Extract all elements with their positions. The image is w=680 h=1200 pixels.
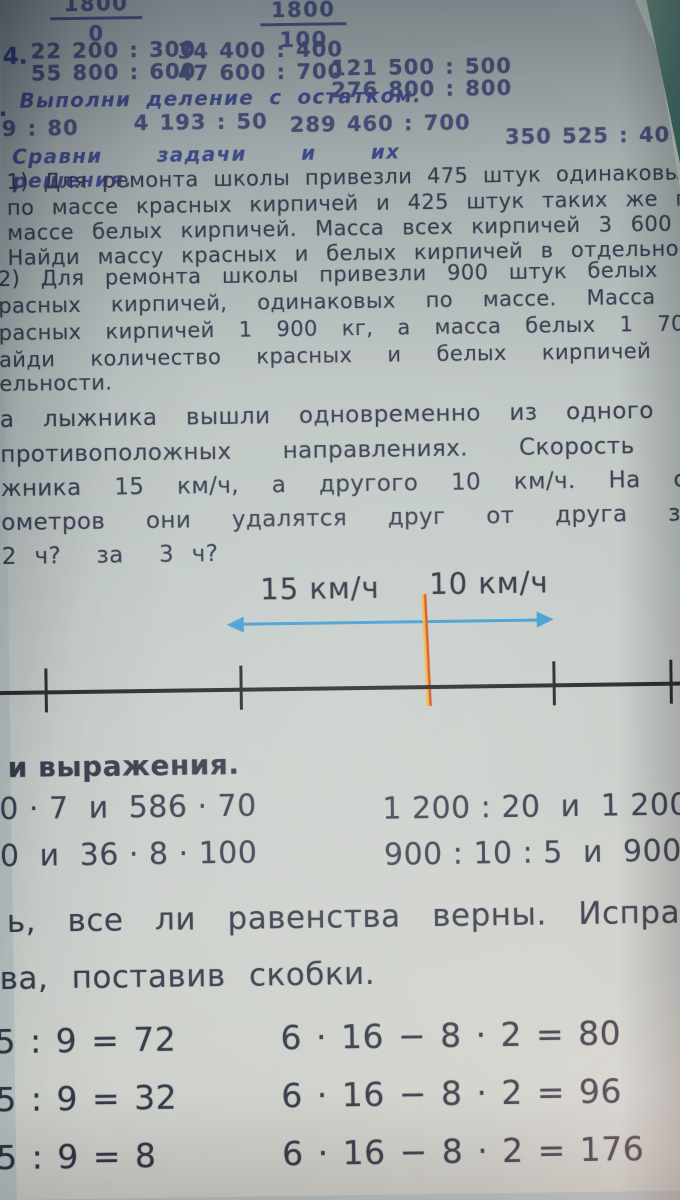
expression-pair: 900 : 10 : 5 и 900 — [383, 833, 680, 873]
number-line — [0, 681, 680, 695]
page-corner-background — [632, 0, 680, 190]
division-problem: 55 800 : 600 — [30, 59, 197, 86]
expressions-heading: и выражения. — [7, 747, 240, 784]
arrow-left-head — [226, 616, 244, 633]
number-line-tick — [44, 668, 49, 713]
speed-arrow-bar — [239, 618, 542, 627]
remainder-problem: 289 460 : 700 — [289, 110, 471, 137]
task2-line: ельности. — [0, 370, 113, 397]
expression-pair: 1 200 : 20 и 1 200 — [382, 787, 680, 827]
fraction-numerator: 1800 — [49, 0, 143, 21]
number-line-tick — [239, 665, 244, 710]
skier-line: жника 15 км/ч, а другого 10 км/ч. На ск — [0, 466, 680, 503]
exercise-number: 4. — [2, 43, 28, 70]
skier-line: 2 ч? за 3 ч? — [1, 541, 219, 571]
number-line-tick — [669, 659, 674, 704]
skier-line: противоположных направлениях. Скорость о — [0, 432, 680, 469]
check-instruction-line: ва, поставив скобки. — [0, 955, 376, 998]
speed-label-left: 15 км/ч — [260, 570, 380, 607]
arrow-right-head — [536, 611, 554, 628]
skier-line: ометров они удалятся друг от друга за — [1, 500, 680, 537]
equality: 5 : 9 = 32 — [0, 1077, 178, 1120]
remainder-problem: 9 : 80 — [1, 115, 79, 141]
equality: 6 · 16 − 8 · 2 = 176 — [281, 1129, 645, 1174]
check-instruction-line: ь, все ли равенства верны. Исправ — [6, 894, 680, 940]
equality: 5 : 9 = 72 — [0, 1019, 177, 1062]
division-problem: 47 600 : 700 — [177, 59, 344, 86]
equality: 6 · 16 − 8 · 2 = 96 — [281, 1071, 623, 1116]
skier-line: а лыжника вышли одновременно из одного п — [0, 397, 680, 434]
number-line-tick — [552, 661, 557, 706]
equality: 6 · 16 − 8 · 2 = 80 — [280, 1013, 622, 1058]
table-surface — [646, 0, 680, 164]
equality: 5 : 9 = 8 — [0, 1135, 157, 1178]
fraction-numerator: 1800 — [260, 0, 347, 27]
expression-pair: 0 и 36 · 8 · 100 — [0, 835, 258, 875]
start-point-divider — [421, 594, 432, 707]
speed-label-right: 10 км/ч — [428, 565, 549, 602]
expression-pair: 0 · 7 и 586 · 70 — [0, 788, 257, 828]
remainder-heading: Выполни деление с остатком. — [19, 83, 422, 113]
remainder-problem: 4 193 : 50 — [133, 109, 268, 136]
